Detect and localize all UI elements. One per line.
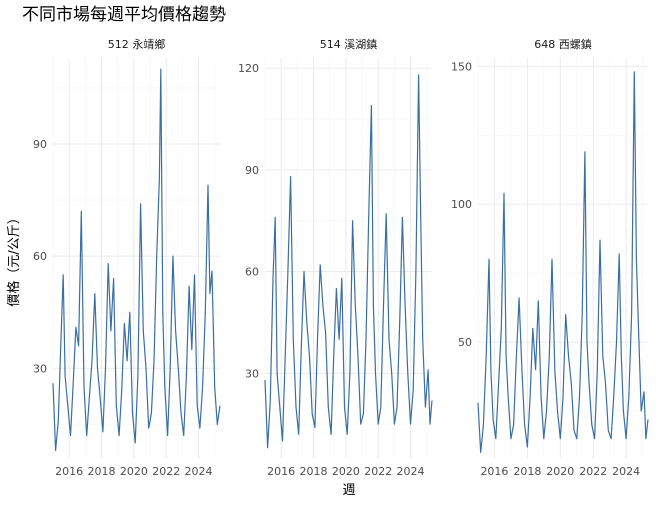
y-tick-label: 60: [245, 266, 259, 279]
y-tick-label: 90: [245, 164, 259, 177]
x-tick-label: 2018: [88, 465, 116, 478]
x-tick-label: 2016: [480, 465, 508, 478]
y-axis-title: 價格（元/公斤）: [6, 211, 22, 306]
facet-strip-label: 514 溪湖鎮: [320, 37, 378, 51]
y-tick-label: 30: [33, 362, 47, 375]
y-tick-label: 60: [33, 250, 47, 263]
x-tick-label: 2020: [546, 465, 574, 478]
x-tick-label: 2020: [332, 465, 360, 478]
facet-panel: 30 60 90 120 2016 2018 2020 2022 2024 514 溪湖鎮: [238, 37, 433, 478]
x-tick-label: 2022: [152, 465, 180, 478]
x-axis-title: 週: [342, 483, 355, 498]
series-line: [264, 74, 433, 449]
x-tick-label: 2018: [300, 465, 328, 478]
x-tick-label: 2024: [612, 465, 640, 478]
series-line: [477, 71, 649, 454]
y-tick-label: 90: [33, 138, 47, 151]
x-tick-label: 2016: [267, 465, 295, 478]
x-tick-label: 2022: [579, 465, 607, 478]
y-tick-label: 100: [451, 198, 472, 211]
series-line: [52, 68, 221, 452]
x-tick-label: 2016: [55, 465, 83, 478]
y-tick-label: 120: [238, 62, 259, 75]
x-tick-label: 2024: [185, 465, 213, 478]
x-tick-label: 2018: [513, 465, 541, 478]
x-tick-label: 2022: [364, 465, 392, 478]
facet-strip-label: 648 西螺鎮: [534, 37, 592, 51]
y-tick-label: 50: [458, 336, 472, 349]
facet-panel: 30 60 90 2016 2018 2020 2022 2024 512 永靖鄉: [33, 37, 221, 478]
x-tick-label: 2024: [397, 465, 425, 478]
y-tick-label: 30: [245, 367, 259, 380]
chart-title: 不同市場每週平均價格趨勢: [22, 5, 226, 25]
y-tick-label: 150: [451, 60, 472, 73]
facet-panels: 30 60 90 2016 2018 2020 2022 2024 512 永靖鄉 30 60 90 1…: [33, 37, 649, 478]
facet-panel: 50 100 150 2016 2018 2020 2022 2024 648 西螺鎮: [451, 37, 649, 478]
x-tick-label: 2020: [120, 465, 148, 478]
facet-strip-label: 512 永靖鄉: [108, 37, 166, 51]
